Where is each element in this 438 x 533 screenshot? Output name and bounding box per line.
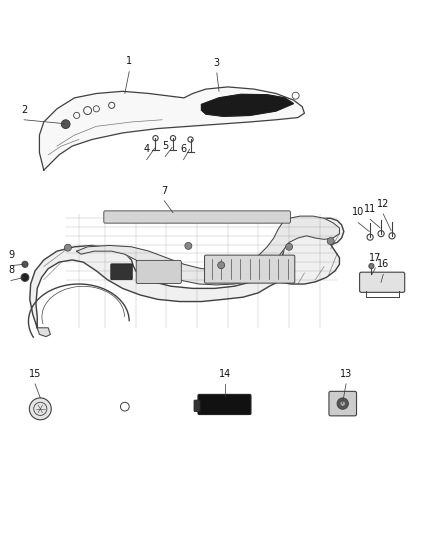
- Polygon shape: [39, 87, 304, 170]
- Circle shape: [340, 401, 346, 406]
- Polygon shape: [30, 219, 344, 328]
- FancyBboxPatch shape: [205, 255, 295, 283]
- FancyBboxPatch shape: [136, 260, 181, 284]
- Circle shape: [29, 398, 51, 420]
- FancyBboxPatch shape: [198, 394, 251, 415]
- Text: 5: 5: [162, 141, 168, 151]
- Circle shape: [22, 261, 28, 268]
- Text: 9: 9: [8, 251, 14, 260]
- Circle shape: [218, 262, 225, 269]
- Circle shape: [185, 243, 192, 249]
- FancyBboxPatch shape: [104, 211, 290, 223]
- Polygon shape: [77, 216, 339, 285]
- Text: 8: 8: [8, 265, 14, 275]
- Circle shape: [327, 238, 334, 245]
- Circle shape: [292, 92, 299, 99]
- Text: 4: 4: [144, 144, 150, 155]
- Text: 2: 2: [21, 104, 27, 115]
- FancyBboxPatch shape: [194, 400, 200, 411]
- Text: 12: 12: [377, 199, 389, 209]
- Polygon shape: [37, 328, 50, 336]
- FancyBboxPatch shape: [111, 264, 132, 280]
- Text: 10: 10: [352, 207, 364, 217]
- FancyBboxPatch shape: [329, 391, 357, 416]
- Text: 15: 15: [29, 369, 41, 378]
- Circle shape: [286, 243, 293, 251]
- Text: 13: 13: [340, 369, 352, 378]
- Text: 11: 11: [364, 204, 376, 214]
- Text: 6: 6: [180, 144, 187, 155]
- Text: 17: 17: [369, 253, 381, 263]
- Text: 14: 14: [219, 369, 231, 378]
- Text: 7: 7: [161, 185, 167, 196]
- Polygon shape: [201, 94, 293, 116]
- Circle shape: [369, 263, 374, 269]
- Circle shape: [61, 120, 70, 128]
- Text: 1: 1: [126, 56, 132, 66]
- Circle shape: [337, 398, 349, 409]
- FancyBboxPatch shape: [360, 272, 405, 292]
- Circle shape: [64, 244, 71, 251]
- Text: 3: 3: [214, 58, 220, 68]
- Circle shape: [21, 273, 29, 281]
- Text: 16: 16: [377, 259, 389, 269]
